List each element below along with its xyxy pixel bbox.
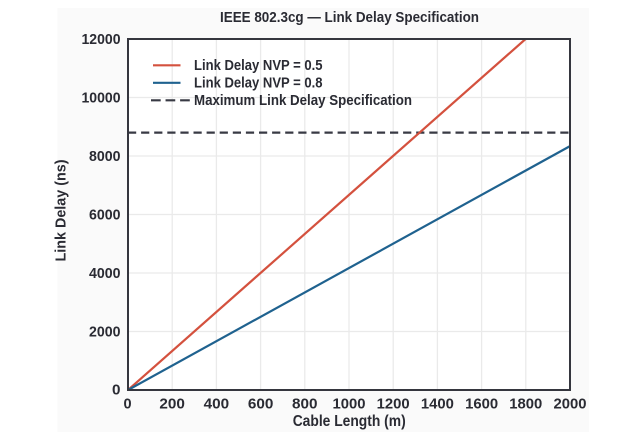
- svg-text:12000: 12000: [82, 32, 121, 48]
- svg-text:4000: 4000: [89, 266, 121, 282]
- svg-text:1600: 1600: [465, 397, 498, 413]
- svg-text:8000: 8000: [89, 149, 121, 165]
- svg-text:200: 200: [159, 397, 185, 413]
- svg-text:IEEE 802.3cg — Link Delay Spec: IEEE 802.3cg — Link Delay Specification: [220, 9, 479, 26]
- svg-text:10000: 10000: [82, 91, 121, 107]
- svg-text:Link Delay NVP = 0.5: Link Delay NVP = 0.5: [194, 58, 323, 74]
- svg-text:2000: 2000: [89, 325, 121, 341]
- svg-text:Link Delay (ns): Link Delay (ns): [54, 159, 70, 261]
- svg-text:600: 600: [248, 397, 274, 413]
- svg-text:800: 800: [292, 397, 318, 413]
- svg-text:Cable Length (m): Cable Length (m): [293, 413, 406, 430]
- svg-text:0: 0: [112, 383, 121, 399]
- svg-text:6000: 6000: [89, 208, 121, 224]
- svg-text:1800: 1800: [509, 397, 542, 413]
- svg-text:Link Delay NVP = 0.8: Link Delay NVP = 0.8: [194, 76, 323, 92]
- svg-text:1400: 1400: [421, 397, 454, 413]
- svg-text:1000: 1000: [333, 397, 366, 413]
- svg-text:2000: 2000: [554, 397, 587, 413]
- svg-text:Maximum Link Delay Specificati: Maximum Link Delay Specification: [194, 93, 412, 109]
- svg-text:400: 400: [204, 397, 230, 413]
- svg-text:1200: 1200: [377, 397, 410, 413]
- svg-text:0: 0: [124, 397, 132, 413]
